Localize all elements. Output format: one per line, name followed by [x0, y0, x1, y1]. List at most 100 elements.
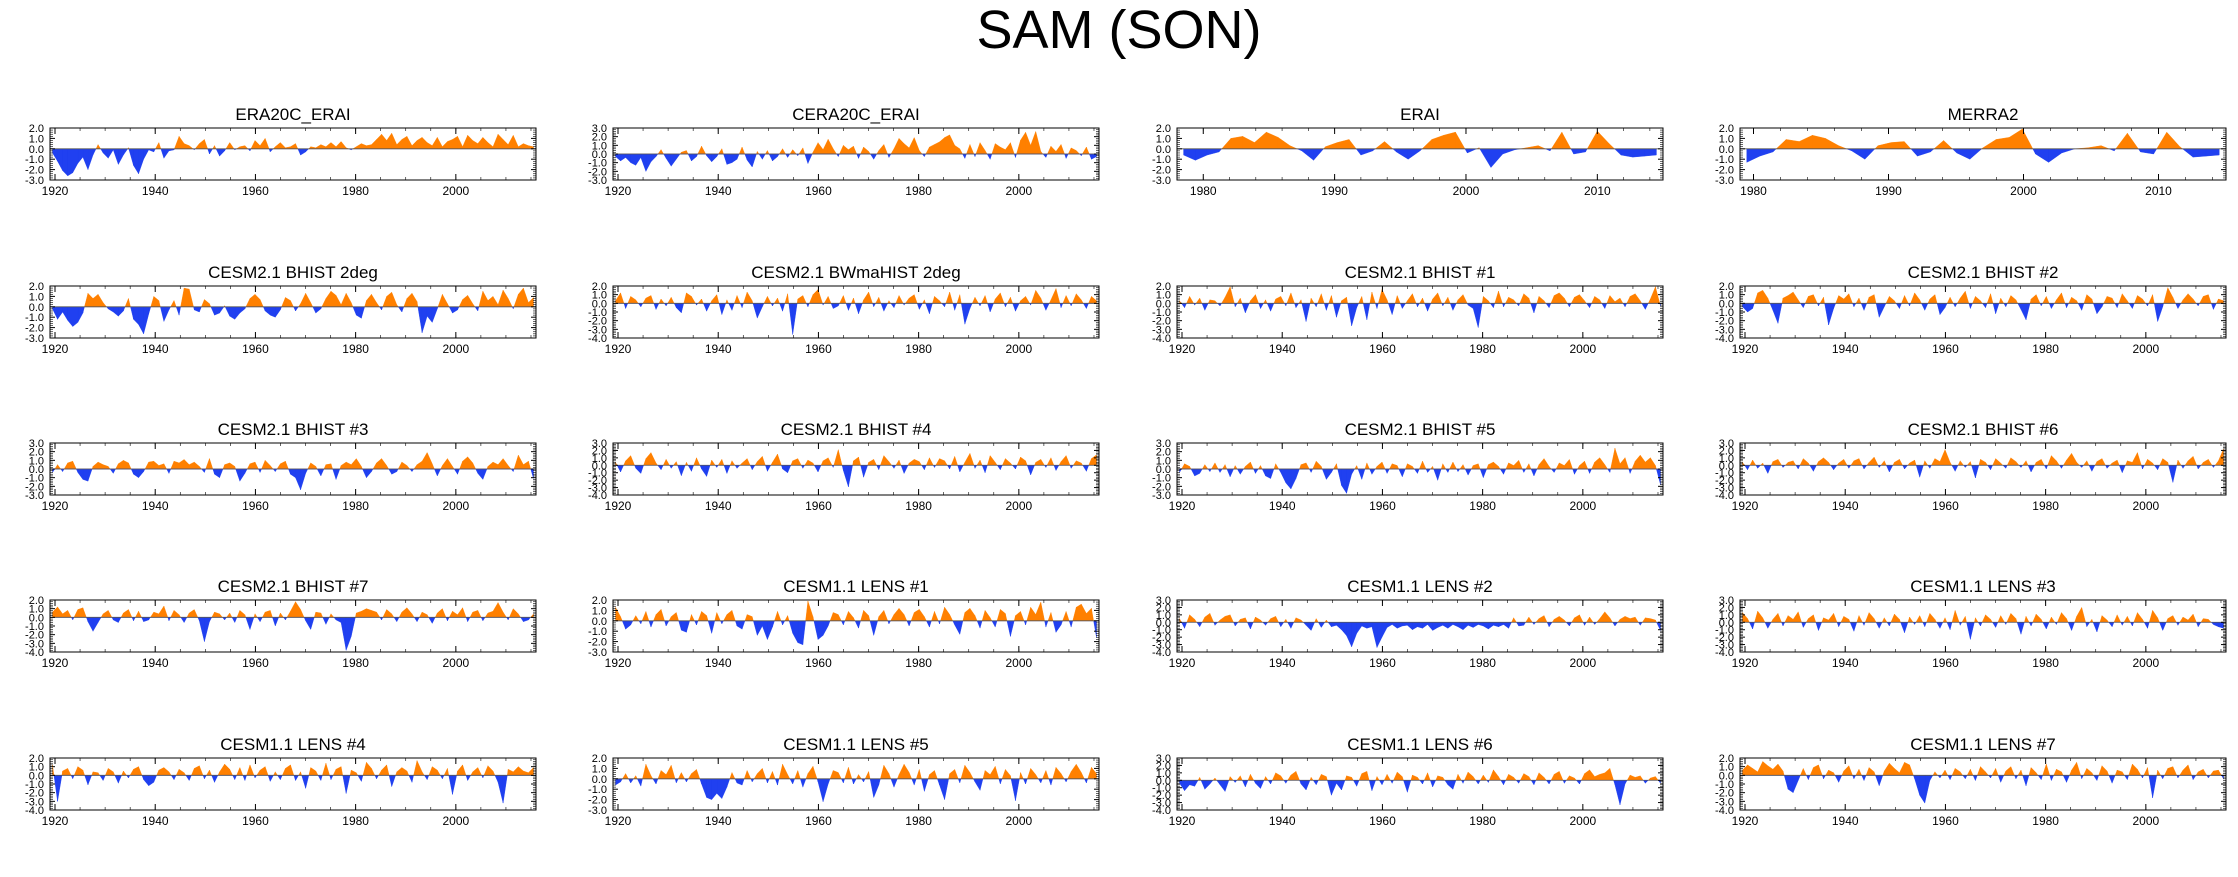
y-tick-label: 0.0	[1719, 460, 1734, 472]
positive-area	[1742, 287, 2224, 304]
x-tick-label: 1920	[1732, 656, 1759, 670]
y-tick-label: 0.0	[1156, 775, 1171, 787]
plot-frame	[1176, 127, 1664, 181]
y-tick-label: -2.0	[1152, 481, 1171, 493]
y-tick-label: -4.0	[1152, 805, 1171, 817]
x-tick-label: 1920	[605, 184, 632, 198]
y-tick-label: 0.0	[592, 616, 607, 628]
y-tick-label: -1.0	[588, 158, 607, 170]
panel-2: CERA20C_ERAI 3.02.01.00.0-1.0-2.0-3.01920…	[588, 105, 1100, 198]
y-tick-label: 0.0	[592, 774, 607, 786]
positive-area	[1179, 611, 1661, 623]
x-tick-label: 1990	[1875, 184, 1902, 198]
y-tick-label: -2.0	[588, 316, 607, 328]
y-tick-label: 0.0	[29, 464, 44, 476]
y-tick-label: 1.0	[592, 605, 607, 617]
x-tick-label: 2000	[1005, 184, 1032, 198]
x-tick-label: 2010	[2145, 184, 2172, 198]
panel-12: CESM2.1 BHIST #6 3.02.01.00.0-1.0-2.0-3.0…	[1715, 420, 2227, 513]
y-tick-label: -1.0	[588, 626, 607, 638]
panel-16: CESM1.1 LENS #3 3.02.01.00.0-1.0-2.0-3.0-…	[1715, 577, 2227, 670]
y-tick-label: -4.0	[588, 333, 607, 345]
x-tick-label: 1940	[1832, 342, 1859, 356]
x-tick-label: 2000	[2132, 814, 2159, 828]
positive-area	[1179, 448, 1661, 470]
positive-area	[52, 601, 534, 618]
y-tick-label: -3.0	[1715, 324, 1734, 336]
y-tick-label: -1.0	[1715, 468, 1734, 480]
x-tick-label: 1940	[142, 656, 169, 670]
y-tick-label: 2.0	[29, 447, 44, 459]
y-tick-label: -4.0	[25, 647, 44, 659]
x-tick-label: 1960	[242, 184, 269, 198]
x-tick-label: 1940	[142, 342, 169, 356]
y-tick-label: -2.0	[25, 630, 44, 642]
x-tick-label: 1980	[905, 814, 932, 828]
y-tick-label: 1.0	[1156, 610, 1171, 622]
y-tick-label: 2.0	[592, 132, 607, 144]
y-tick-label: 3.0	[1156, 438, 1171, 450]
negative-area	[615, 778, 1097, 802]
y-tick-label: 2.0	[1719, 602, 1734, 614]
x-tick-label: 1960	[1369, 656, 1396, 670]
positive-area	[615, 600, 1097, 621]
panel-title: CESM2.1 BHIST #3	[218, 420, 369, 439]
panel-10: CESM2.1 BHIST #4 3.02.01.00.0-1.0-2.0-3.0…	[588, 420, 1100, 513]
y-tick-label: -2.0	[25, 788, 44, 800]
y-tick-label: -3.0	[1152, 798, 1171, 810]
y-tick-label: 0.0	[1156, 464, 1171, 476]
y-tick-label: -1.0	[1152, 307, 1171, 319]
x-tick-label: 1980	[905, 342, 932, 356]
positive-area	[52, 451, 534, 470]
y-tick-label: 1.0	[1719, 290, 1734, 302]
positive-area	[615, 131, 1097, 155]
plot-frame	[612, 599, 1100, 653]
y-tick-label: -4.0	[1152, 333, 1171, 345]
y-tick-label: 0.0	[1156, 617, 1171, 629]
y-tick-label: 3.0	[592, 438, 607, 450]
positive-area	[615, 449, 1097, 466]
panel-title: CESM2.1 BWmaHIST 2deg	[751, 263, 960, 282]
panel-6: CESM2.1 BWmaHIST 2deg 2.01.00.0-1.0-2.0-3…	[588, 263, 1100, 356]
x-tick-label: 1940	[705, 342, 732, 356]
negative-area	[615, 620, 1097, 646]
x-tick-label: 1940	[1269, 814, 1296, 828]
x-tick-label: 1940	[705, 656, 732, 670]
y-tick-label: 1.0	[1156, 133, 1171, 145]
x-tick-label: 1980	[342, 499, 369, 513]
x-tick-label: 1920	[605, 342, 632, 356]
y-tick-label: -3.0	[1152, 324, 1171, 336]
negative-area	[1179, 303, 1661, 328]
x-tick-label: 1980	[2032, 499, 2059, 513]
y-tick-label: 0.0	[1719, 144, 1734, 156]
y-tick-label: 3.0	[1719, 438, 1734, 450]
panel-title: CESM2.1 BHIST #5	[1345, 420, 1496, 439]
panel-title: CESM1.1 LENS #3	[1910, 577, 2056, 596]
x-tick-label: 2000	[1569, 814, 1596, 828]
x-tick-label: 1990	[1321, 184, 1348, 198]
plot-frame	[1739, 442, 2227, 496]
y-tick-label: -3.0	[588, 175, 607, 187]
panel-title: CESM1.1 LENS #7	[1910, 735, 2056, 754]
y-tick-label: -1.0	[1152, 783, 1171, 795]
panel-title: CESM2.1 BHIST #4	[781, 420, 932, 439]
panel-title: CESM2.1 BHIST #1	[1345, 263, 1496, 282]
x-tick-label: 2000	[442, 814, 469, 828]
x-tick-label: 1980	[1190, 184, 1217, 198]
y-tick-label: -1.0	[25, 621, 44, 633]
x-tick-label: 1960	[242, 656, 269, 670]
y-tick-label: 2.0	[592, 595, 607, 607]
x-tick-label: 1920	[1169, 814, 1196, 828]
plot-frame	[1176, 599, 1664, 653]
panel-4: MERRA2 2.01.00.0-1.0-2.0-3.0 1980 1990 2000 2…	[1715, 105, 2227, 198]
x-tick-label: 1980	[1740, 184, 1767, 198]
y-tick-label: -2.0	[588, 166, 607, 178]
plot-frame	[1176, 757, 1664, 811]
y-tick-label: 3.0	[1156, 753, 1171, 765]
y-tick-label: 1.0	[29, 455, 44, 467]
y-tick-label: 1.0	[1719, 762, 1734, 774]
x-tick-label: 1980	[1469, 814, 1496, 828]
y-tick-label: 2.0	[1156, 447, 1171, 459]
x-tick-label: 1960	[1932, 814, 1959, 828]
y-tick-label: -2.0	[1152, 790, 1171, 802]
